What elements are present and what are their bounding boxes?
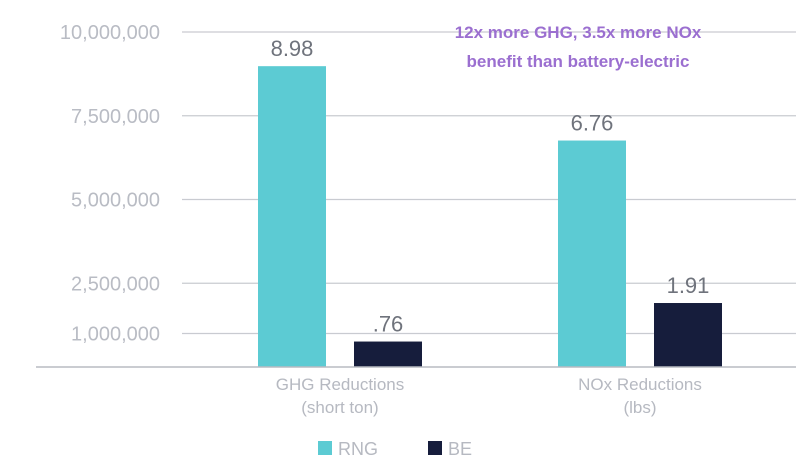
bars: [258, 66, 722, 368]
y-tick-label: 7,500,000: [71, 106, 160, 128]
category-sublabel: (short ton): [301, 398, 378, 417]
bar-rng-1: [258, 66, 326, 368]
data-label-rng-1: 8.98: [271, 36, 314, 61]
y-tick-label: 10,000,000: [60, 22, 160, 44]
legend-label-be: BE: [448, 439, 472, 459]
category-labels: GHG Reductions (short ton) NOx Reductions (…: [276, 375, 702, 417]
data-labels: 8.98 .76 6.76 1.91: [271, 36, 710, 336]
category-label: NOx Reductions: [578, 375, 702, 394]
category-label: GHG Reductions: [276, 375, 405, 394]
legend: RNG BE: [318, 439, 472, 459]
bar-be-1: [354, 341, 422, 367]
data-label-be-1: .76: [373, 312, 404, 337]
y-tick-label: 2,500,000: [71, 273, 160, 295]
y-tick-label: 1,000,000: [71, 324, 160, 346]
legend-swatch-be: [428, 441, 442, 455]
bar-rng-2: [558, 140, 626, 367]
annotation-line-2: benefit than battery-electric: [467, 52, 690, 71]
data-label-be-2: 1.91: [667, 273, 710, 298]
category-sublabel: (lbs): [623, 398, 656, 417]
y-tick-label: 5,000,000: [71, 190, 160, 212]
y-axis-tick-labels: 10,000,000 7,500,000 5,000,000 2,500,000 1,0…: [60, 22, 160, 346]
annotation-line-1: 12x more GHG, 3.5x more NOx: [455, 23, 702, 42]
bar-be-2: [654, 303, 722, 367]
legend-label-rng: RNG: [338, 439, 378, 459]
legend-swatch-rng: [318, 441, 332, 455]
data-label-rng-2: 6.76: [571, 111, 614, 136]
